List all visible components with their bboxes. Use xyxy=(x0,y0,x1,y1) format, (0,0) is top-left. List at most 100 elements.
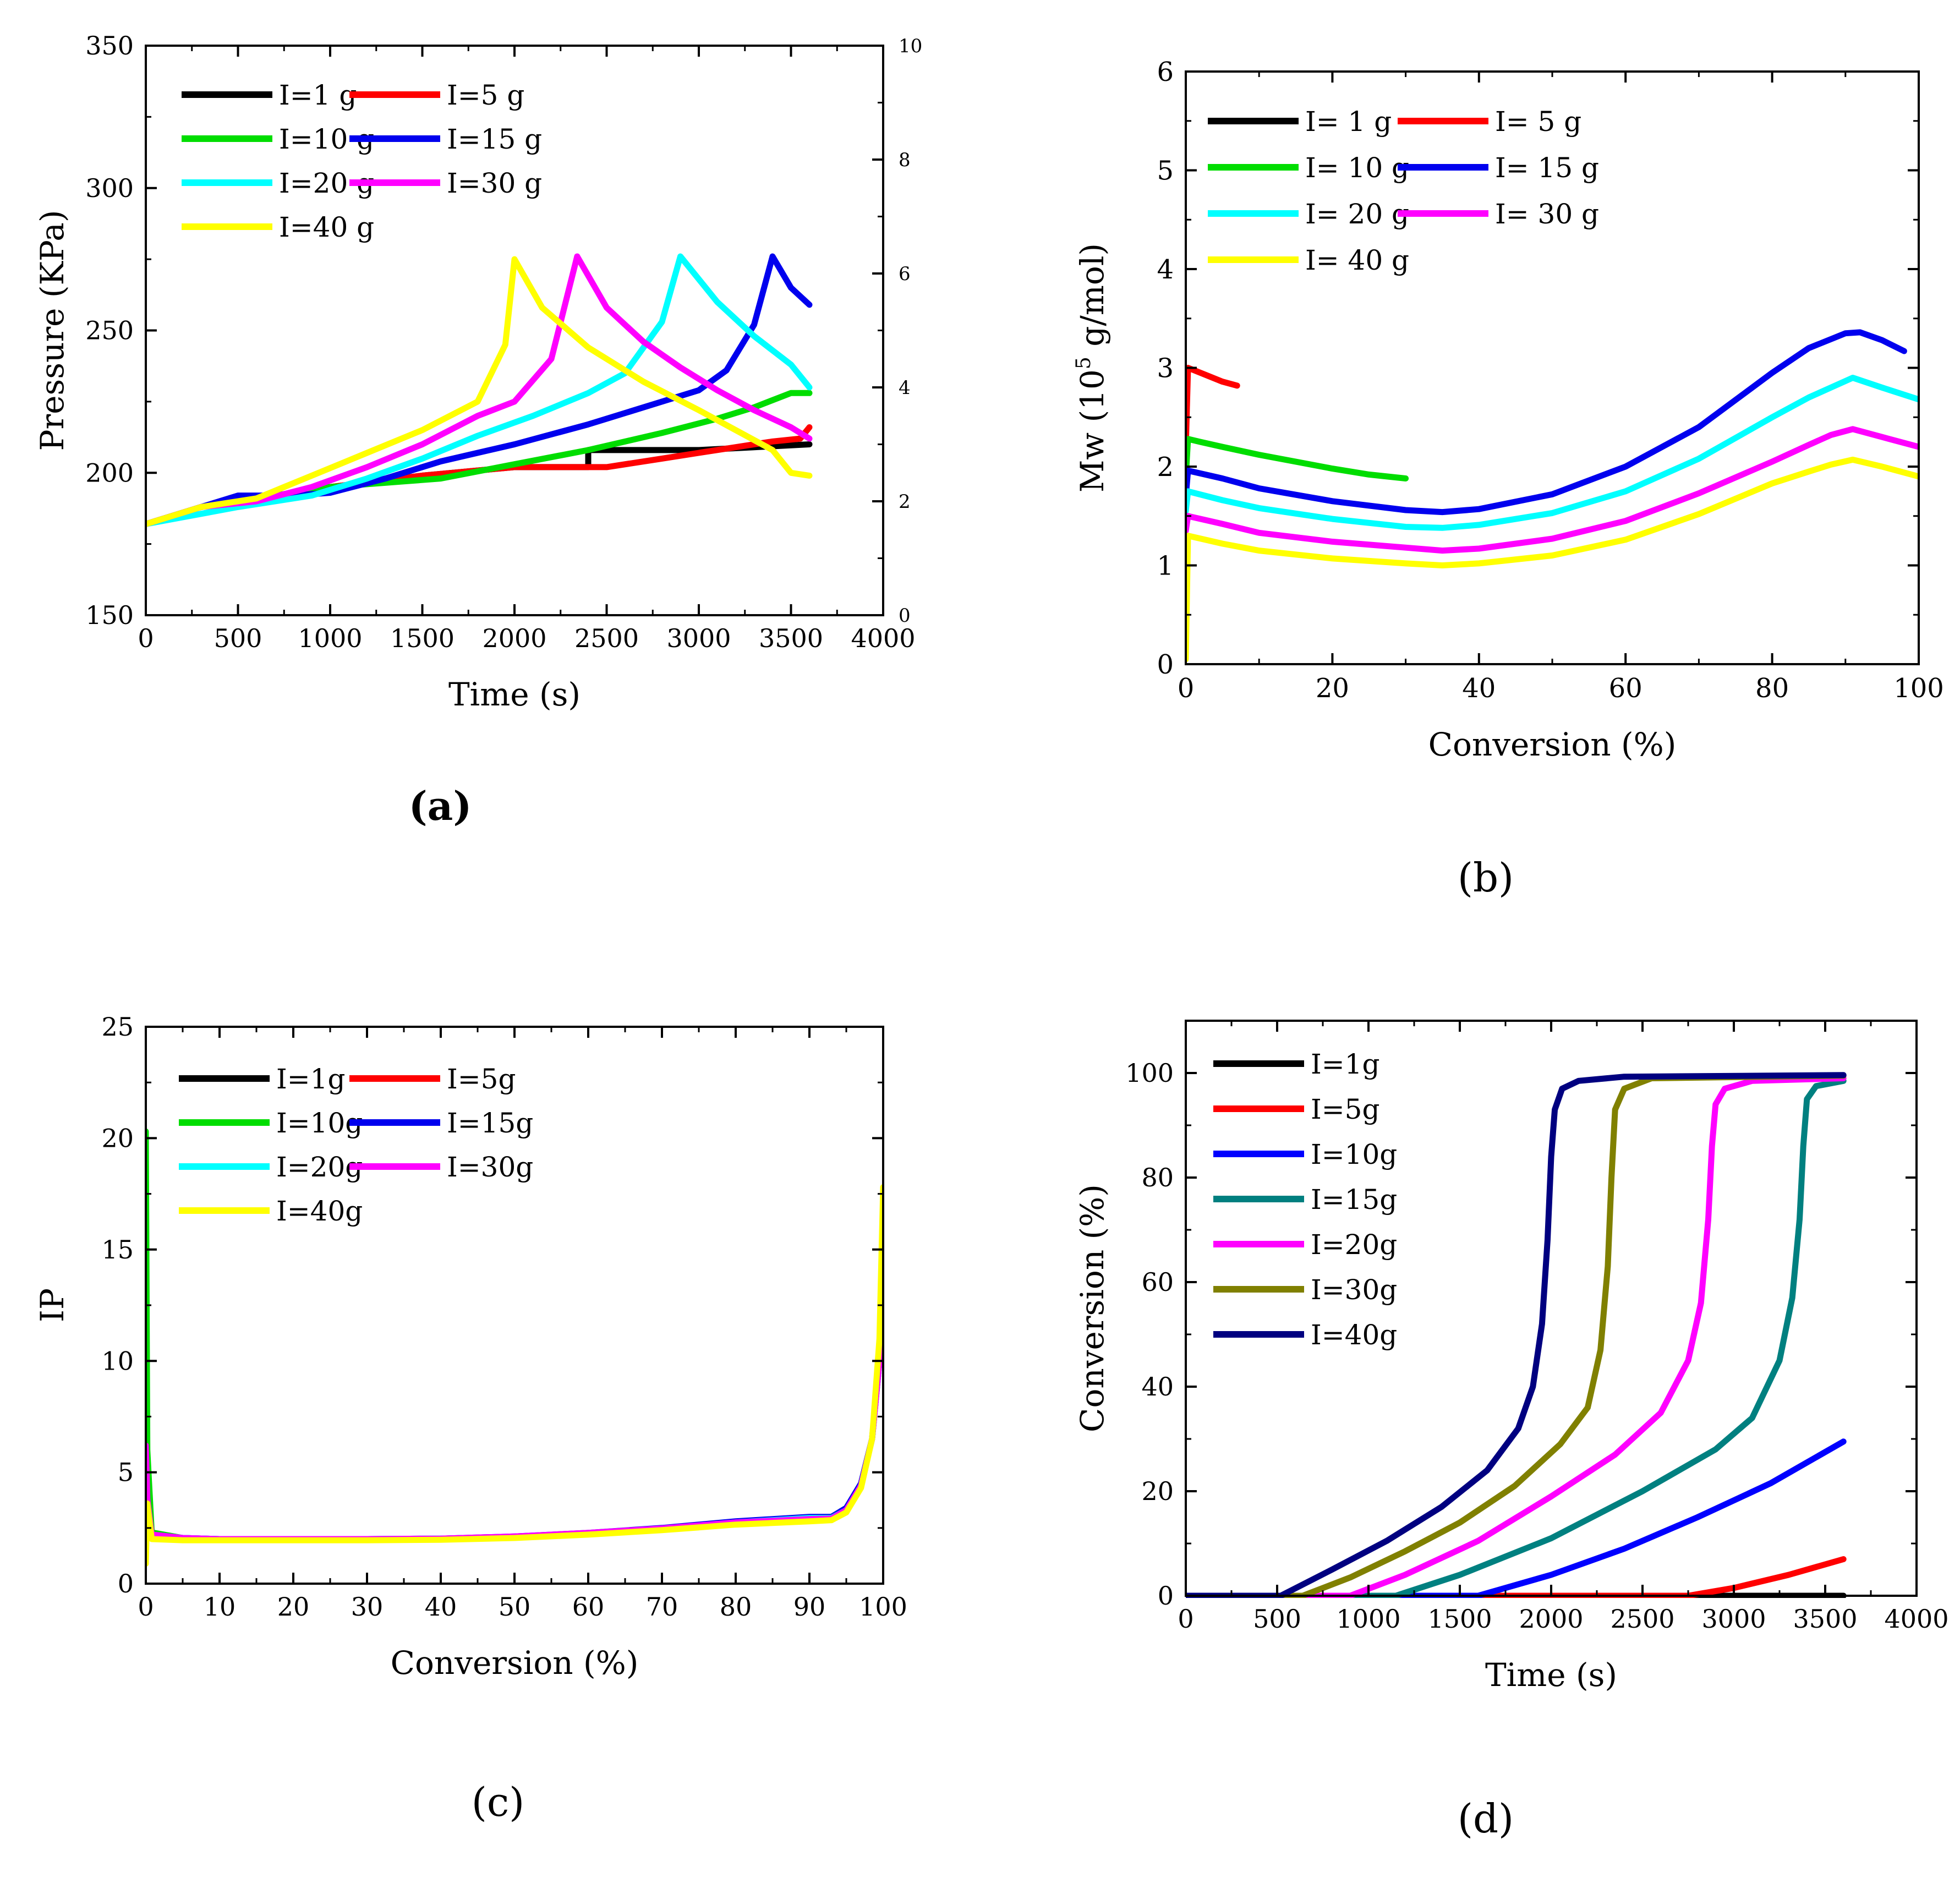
legend-label: I=40g xyxy=(1311,1319,1397,1351)
y-axis-label: Mw (105 g/mol) xyxy=(1072,243,1111,492)
legend-label: I=5 g xyxy=(447,79,524,111)
series-line-c-3 xyxy=(146,1246,883,1542)
y-axis-label-unit: g/mol) xyxy=(1074,243,1111,357)
chart-panel-d: 0 500 1000 1500 2000 2500 3000 3500 4000 0 20 40 60 8… xyxy=(1074,1020,1949,1842)
series-line-c-5 xyxy=(146,1213,883,1542)
legend-label: I= 30 g xyxy=(1495,198,1599,230)
legend-label: I= 10 g xyxy=(1305,152,1409,184)
series-line-d-4 xyxy=(1186,1075,1847,1598)
y-tick-label: 100 xyxy=(1125,1058,1174,1088)
legend-label: I=15g xyxy=(1311,1184,1397,1216)
x-tick-label: 3500 xyxy=(759,623,823,653)
y-tick-label: 150 xyxy=(85,600,134,630)
y-axis-label: Pressure (KPa) xyxy=(34,210,71,451)
x-axis-label: Conversion (%) xyxy=(391,1644,639,1682)
legend-label: I= 5 g xyxy=(1495,106,1581,138)
series-line-b-5 xyxy=(1186,426,1919,554)
y-tick-label: 10 xyxy=(101,1346,134,1376)
series-line-a-6 xyxy=(146,256,813,527)
x-tick-label: 40 xyxy=(1462,673,1496,704)
x-tick-label: 3500 xyxy=(1793,1604,1857,1634)
x-tick-label: 500 xyxy=(1253,1604,1301,1634)
x-tick-label: 70 xyxy=(646,1592,678,1622)
y-axis-label-main: Mw (10 xyxy=(1074,369,1111,492)
x-tick-label: 2000 xyxy=(482,623,546,653)
legend-label: I=10g xyxy=(276,1107,363,1139)
y-tick-label: 5 xyxy=(1157,155,1174,186)
y-tick-label: 5 xyxy=(118,1458,134,1487)
y-tick-label: 80 xyxy=(1141,1163,1174,1192)
x-tick-label: 500 xyxy=(214,623,262,653)
panel-caption: (a) xyxy=(409,782,472,829)
series-line-b-4 xyxy=(1186,375,1919,531)
x-tick-label: 2000 xyxy=(1519,1604,1583,1634)
y-tick-label: 20 xyxy=(1141,1476,1174,1506)
chart-panel-c: 0 10 20 30 40 50 60 70 80 90 100 0 5 10 15 20 25 Conversi… xyxy=(34,1012,907,1825)
x-tick-label: 10 xyxy=(204,1592,236,1622)
legend-label: I=1g xyxy=(1311,1048,1379,1080)
series-line-d-3 xyxy=(1186,1077,1847,1598)
x-tick-label: 80 xyxy=(1755,673,1789,704)
legend-label: I= 40 g xyxy=(1305,244,1409,276)
x-tick-label: 2500 xyxy=(1610,1604,1674,1634)
y-tick-label: 300 xyxy=(85,173,134,203)
y2-tick-label: 10 xyxy=(899,35,922,57)
series-line-d-6 xyxy=(1186,1072,1847,1598)
x-tick-label: 3000 xyxy=(1701,1604,1766,1634)
panel-caption: (d) xyxy=(1458,1796,1514,1842)
series-line-a-0 xyxy=(146,441,813,527)
x-tick-label: 80 xyxy=(720,1592,752,1622)
series-line-a-1 xyxy=(146,424,813,527)
series-line-c-6 xyxy=(146,1184,883,1567)
x-tick-label: 90 xyxy=(793,1592,826,1622)
series-line-a-5 xyxy=(146,253,813,527)
series-line-d-1 xyxy=(1186,1556,1847,1598)
x-tick-label: 20 xyxy=(1316,673,1349,704)
x-tick-label: 20 xyxy=(277,1592,310,1622)
legend-label: I=1 g xyxy=(279,79,357,111)
legend-label: I=15g xyxy=(447,1107,533,1139)
legend-label: I=30g xyxy=(1311,1274,1397,1306)
y2-tick-label: 4 xyxy=(899,377,911,399)
y-tick-label: 350 xyxy=(85,31,134,61)
x-tick-label: 1500 xyxy=(1427,1604,1492,1634)
y2-tick-label: 0 xyxy=(899,605,911,627)
y-tick-label: 0 xyxy=(1158,1581,1174,1611)
legend-label: I= 20 g xyxy=(1305,198,1409,230)
y-tick-label: 0 xyxy=(118,1569,134,1599)
y-tick-label: 250 xyxy=(85,316,134,346)
series-line-d-5 xyxy=(1186,1072,1847,1598)
y-tick-label: 60 xyxy=(1141,1267,1174,1297)
x-tick-label: 4000 xyxy=(851,623,915,653)
x-tick-label: 60 xyxy=(572,1592,605,1622)
y-axis-label: Conversion (%) xyxy=(1074,1184,1111,1432)
x-tick-label: 2500 xyxy=(574,623,639,653)
panel-caption: (b) xyxy=(1458,855,1514,901)
series-line-b-6 xyxy=(1186,456,1919,663)
x-tick-label: 50 xyxy=(499,1592,531,1622)
y-tick-label: 20 xyxy=(101,1124,134,1153)
x-tick-label: 0 xyxy=(1178,673,1195,704)
x-tick-label: 100 xyxy=(859,1592,907,1622)
x-tick-label: 3000 xyxy=(666,623,731,653)
x-tick-label: 1000 xyxy=(298,623,362,653)
legend-label: I=30 g xyxy=(447,167,542,199)
x-tick-label: 0 xyxy=(138,623,154,653)
legend-label: I=40g xyxy=(276,1195,363,1227)
panel-caption: (c) xyxy=(472,1779,525,1825)
y-tick-label: 200 xyxy=(85,458,134,488)
y-tick-label: 2 xyxy=(1157,452,1174,483)
y-tick-label: 3 xyxy=(1157,353,1174,384)
x-tick-label: 60 xyxy=(1609,673,1643,704)
x-tick-label: 0 xyxy=(1178,1604,1193,1634)
legend-label: I=5g xyxy=(447,1063,516,1095)
legend-label: I=10g xyxy=(1311,1138,1397,1170)
x-tick-label: 100 xyxy=(1893,673,1944,704)
y-tick-label: 1 xyxy=(1157,550,1174,581)
y-tick-label: 25 xyxy=(101,1012,134,1042)
series-line-b-2 xyxy=(1186,436,1409,481)
legend-label: I=1g xyxy=(276,1063,345,1095)
legend-label: I= 15 g xyxy=(1495,152,1599,184)
x-axis-label: Time (s) xyxy=(448,676,581,713)
